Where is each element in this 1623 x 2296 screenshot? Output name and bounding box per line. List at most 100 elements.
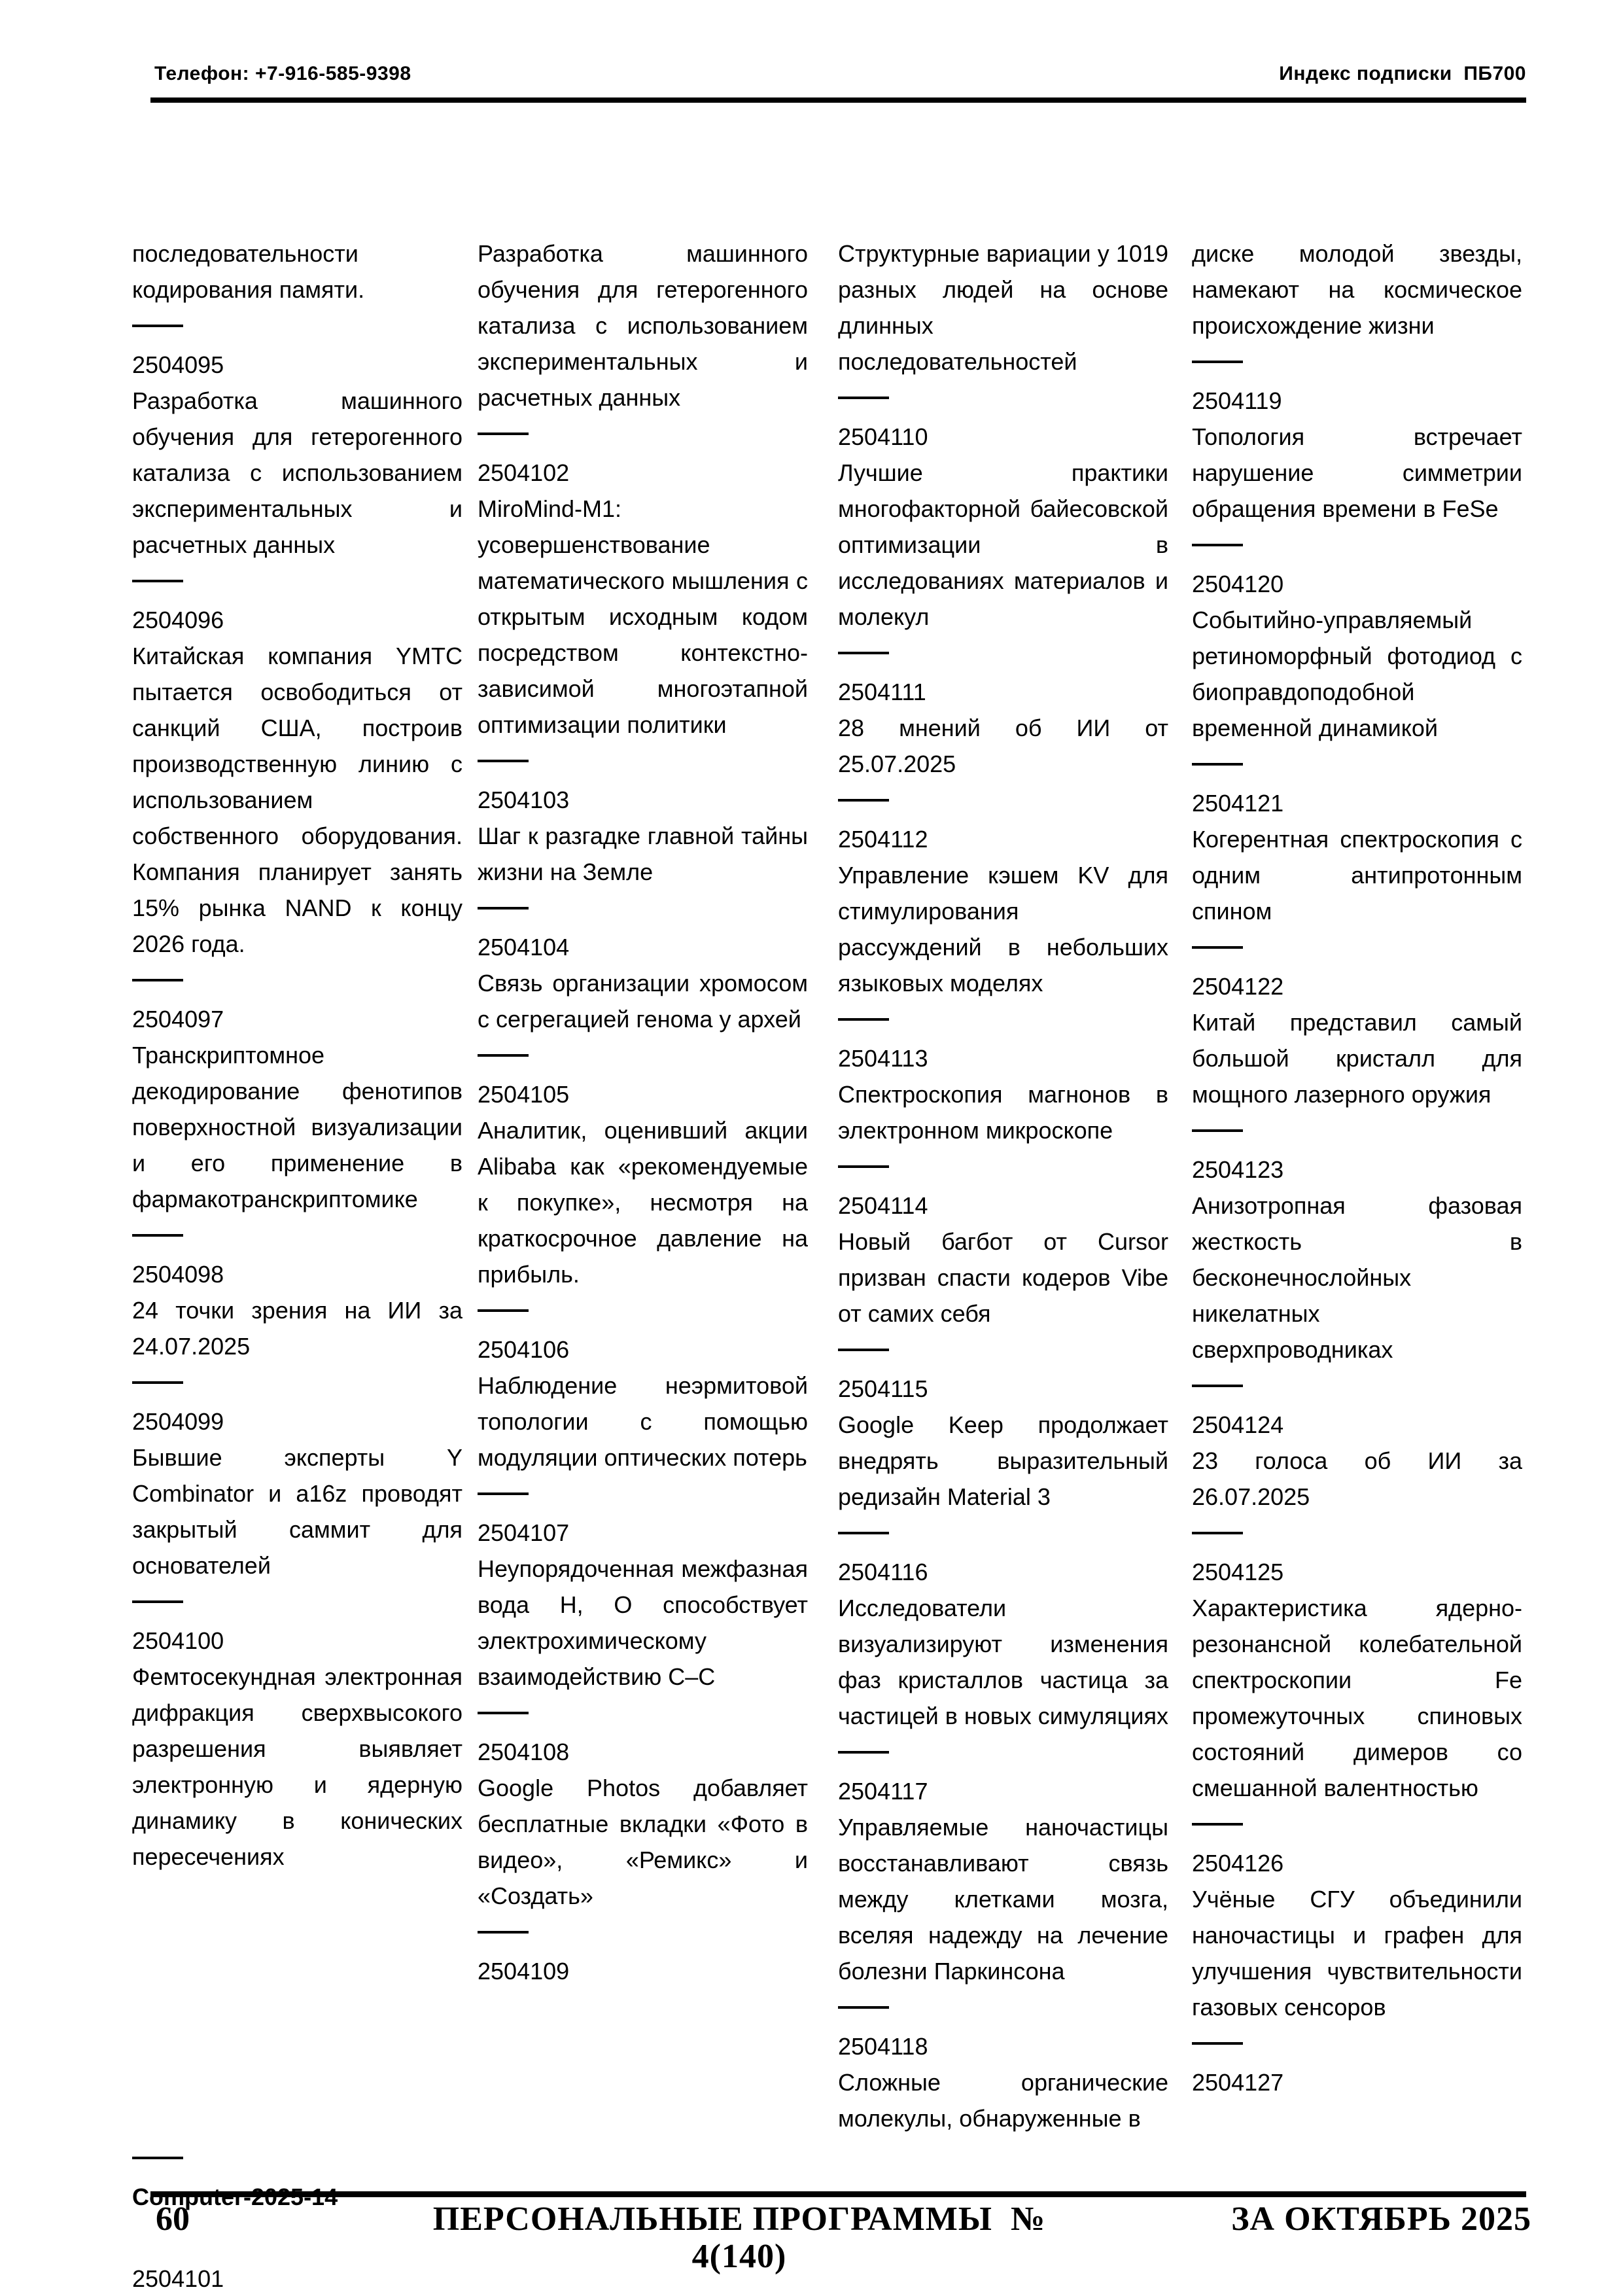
entry-text: Лучшие практики многофакторной байесовск… xyxy=(838,459,1168,630)
entry-number: 2504126 xyxy=(1192,1850,1284,1877)
entry-separator xyxy=(132,580,183,582)
entry-text: Структурные вариации у 1019 разных людей… xyxy=(838,240,1168,375)
entry-separator xyxy=(478,1054,529,1057)
entry-text: Фемтосекундная электронная дифракция све… xyxy=(132,1663,462,1870)
entry-text: Наблюдение неэрмитовой топологии с помощ… xyxy=(478,1372,808,1471)
entry-text: Учёные СГУ объединили наночастицы и граф… xyxy=(1192,1886,1522,2021)
entry-text: диске молодой звезды, намекают на космич… xyxy=(1192,240,1522,339)
entry-text: Топология встречает нарушение симметрии … xyxy=(1192,423,1522,522)
entry-number: 2504106 xyxy=(478,1336,570,1363)
entry-separator xyxy=(838,2006,889,2009)
entry-number: 2504118 xyxy=(838,2033,928,2060)
entry-text: Новый багбот от Cursor призван спасти ко… xyxy=(838,1228,1168,1327)
entry-number: 2504103 xyxy=(478,786,570,813)
entry-separator xyxy=(1192,1129,1243,1132)
entry-number: 2504095 xyxy=(132,351,224,378)
entry-separator xyxy=(1192,544,1243,546)
entry-separator xyxy=(132,979,183,981)
entry-number: 2504113 xyxy=(838,1045,928,1072)
entry-text: MiroMind-M1: усовершенствование математи… xyxy=(478,495,808,738)
entry-text: Китайская компания YMTC пытается освобод… xyxy=(132,643,462,957)
entry-separator xyxy=(838,1018,889,1021)
entry-separator xyxy=(838,652,889,654)
entry-number: 2504100 xyxy=(132,1627,224,1654)
entry-number: 2504111 xyxy=(838,679,926,705)
entry-separator xyxy=(838,1532,889,1534)
entry-text: Связь организации хромосом с сегрегацией… xyxy=(478,970,808,1033)
header-subscription-index: Индекс подписки ПБ700 xyxy=(1279,63,1526,84)
entry-number: 2504105 xyxy=(478,1081,570,1108)
spacer xyxy=(132,1875,462,2140)
entry-separator xyxy=(132,1234,183,1237)
entry-separator xyxy=(1192,763,1243,766)
entry-separator xyxy=(1192,1823,1243,1826)
issue-period: ЗА ОКТЯБРЬ 2025 xyxy=(1231,2200,1531,2238)
entry-separator xyxy=(838,1349,889,1351)
entry-number: 2504110 xyxy=(838,423,928,450)
entry-number: 2504125 xyxy=(1192,1559,1284,1585)
entry-text: Разработка машинного обучения для гетеро… xyxy=(132,387,462,558)
journal-title: ПЕРСОНАЛЬНЫЕ ПРОГРАММЫ № 4(140) xyxy=(432,2200,1046,2276)
entry-separator xyxy=(838,1751,889,1754)
entry-text: Китай представил самый большой кристалл … xyxy=(1192,1009,1522,1108)
entry-separator xyxy=(1192,2042,1243,2045)
entry-separator xyxy=(132,2157,183,2159)
entry-text: Бывшие эксперты Y Combinator и a16z пров… xyxy=(132,1444,462,1579)
column-4: диске молодой звезды, намекают на космич… xyxy=(1192,236,1522,2296)
footer-rule xyxy=(150,2191,1526,2197)
entry-separator xyxy=(478,760,529,762)
entry-text: Когерентная спектроскопия с одним антипр… xyxy=(1192,826,1522,925)
entry-text: Шаг к разгадке главной тайны жизни на Зе… xyxy=(478,822,808,885)
header-phone: Телефон: +7-916-585-9398 xyxy=(154,63,411,84)
entry-number: 2504107 xyxy=(478,1519,570,1546)
entry-separator xyxy=(838,799,889,802)
entry-text: Характеристика ядерно-резонансной колеба… xyxy=(1192,1595,1522,1801)
entry-number: 2504117 xyxy=(838,1778,928,1805)
entry-text: Анизотропная фазовая жесткость в бесконе… xyxy=(1192,1192,1522,1363)
header-rule xyxy=(150,97,1526,103)
entry-number: 2504123 xyxy=(1192,1156,1284,1183)
column-3: Структурные вариации у 1019 разных людей… xyxy=(838,236,1168,2296)
entry-number: 2504121 xyxy=(1192,790,1284,817)
entry-separator xyxy=(1192,1385,1243,1387)
entry-number: 2504109 xyxy=(478,1958,570,1985)
entry-number: 2504114 xyxy=(838,1192,928,1219)
entry-separator xyxy=(478,1712,529,1714)
entry-separator xyxy=(478,907,529,910)
entry-separator xyxy=(478,433,529,435)
entry-separator xyxy=(838,1165,889,1168)
entry-separator xyxy=(1192,946,1243,949)
entry-separator xyxy=(132,1381,183,1384)
entry-number: 2504122 xyxy=(1192,973,1284,1000)
entry-number: 2504099 xyxy=(132,1408,224,1435)
entry-number: 2504127 xyxy=(1192,2069,1284,2096)
entry-text: Управление кэшем KV для стимулирования р… xyxy=(838,862,1168,997)
entry-separator xyxy=(1192,361,1243,363)
entry-text: Сложные органические молекулы, обнаружен… xyxy=(838,2069,1168,2132)
entry-number: 2504108 xyxy=(478,1739,570,1765)
entry-text: Исследователи визуализируют изменения фа… xyxy=(838,1595,1168,1729)
entry-number: 2504097 xyxy=(132,1006,224,1033)
entry-number: 2504096 xyxy=(132,607,224,633)
entry-separator xyxy=(838,397,889,399)
entry-text: Событийно-управляемый ретиноморфный фото… xyxy=(1192,607,1522,741)
entry-separator xyxy=(132,325,183,327)
entry-text: Управляемые наночастицы восстанавливают … xyxy=(838,1814,1168,1985)
column-1: последовательности кодирования памяти. 25… xyxy=(132,236,462,2296)
entry-text: Google Photos добавляет бесплатные вклад… xyxy=(478,1775,808,1909)
entry-separator xyxy=(478,1309,529,1312)
entry-text: Спектроскопия магнонов в электронном мик… xyxy=(838,1081,1168,1144)
entry-number: 2504124 xyxy=(1192,1411,1284,1438)
entry-number: 2504115 xyxy=(838,1375,928,1402)
entry-separator xyxy=(478,1931,529,1934)
entry-number: 2504119 xyxy=(1192,387,1282,414)
entry-text: 28 мнений об ИИ от 25.07.2025 xyxy=(838,715,1168,777)
entry-text: Разработка машинного обучения для гетеро… xyxy=(478,240,808,411)
entry-text: 24 точки зрения на ИИ за 24.07.2025 xyxy=(132,1297,462,1360)
entry-separator xyxy=(1192,1532,1243,1534)
entry-separator xyxy=(132,1600,183,1603)
entry-number: 2504098 xyxy=(132,1261,224,1288)
entry-number: 2504104 xyxy=(478,934,570,961)
page-number: 60 xyxy=(156,2200,190,2238)
